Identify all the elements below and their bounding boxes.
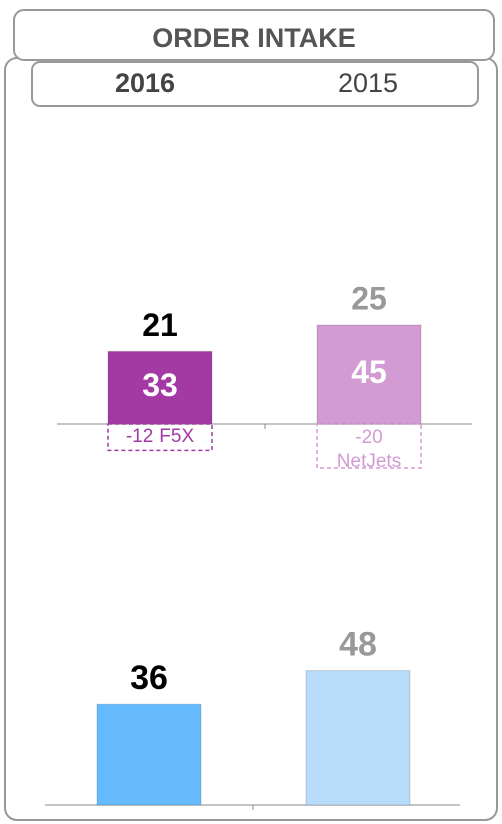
year-box	[31, 61, 479, 107]
bar-value-label: 45	[351, 354, 387, 390]
adjustment-value: -20	[355, 427, 382, 448]
panel-frame	[4, 57, 498, 821]
net-value-label: 21	[142, 307, 178, 343]
adjustment-label: -20 NetJets	[337, 427, 401, 472]
net-value-label: 25	[351, 280, 387, 316]
adjustment-box	[316, 423, 422, 469]
adjustment-box	[107, 423, 213, 452]
bar	[96, 703, 202, 806]
adjustment-value: -12	[126, 426, 153, 447]
year-label: 2015	[338, 68, 398, 98]
adjustment-name: F5X	[159, 426, 194, 447]
title: ORDER INTAKE	[152, 23, 356, 53]
bar-value-label: 33	[142, 367, 178, 403]
bar	[305, 670, 411, 806]
year-label: 2016	[115, 68, 175, 98]
bar	[107, 350, 213, 425]
bar-value-label: 36	[130, 659, 168, 697]
bar	[316, 324, 422, 425]
title-box	[13, 9, 495, 61]
bar-value-label: 48	[339, 626, 377, 664]
adjustment-name: NetJets	[337, 451, 401, 472]
adjustment-label: -12 F5X	[126, 426, 195, 447]
